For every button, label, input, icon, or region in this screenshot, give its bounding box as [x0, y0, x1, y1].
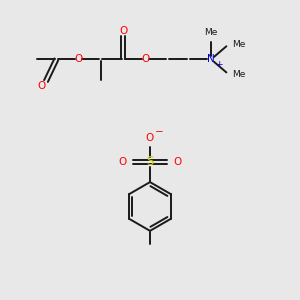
Text: O: O: [141, 54, 150, 64]
Text: Me: Me: [204, 28, 218, 37]
Text: Me: Me: [232, 40, 246, 49]
Text: O: O: [118, 157, 127, 167]
Text: O: O: [74, 54, 83, 64]
Text: O: O: [173, 157, 182, 167]
Text: Me: Me: [232, 70, 246, 79]
Text: +: +: [215, 60, 223, 69]
Text: O: O: [119, 26, 128, 35]
Text: −: −: [154, 127, 163, 137]
Text: N: N: [207, 54, 215, 64]
Text: S: S: [146, 155, 154, 168]
Text: O: O: [146, 133, 154, 143]
Text: O: O: [38, 81, 46, 92]
